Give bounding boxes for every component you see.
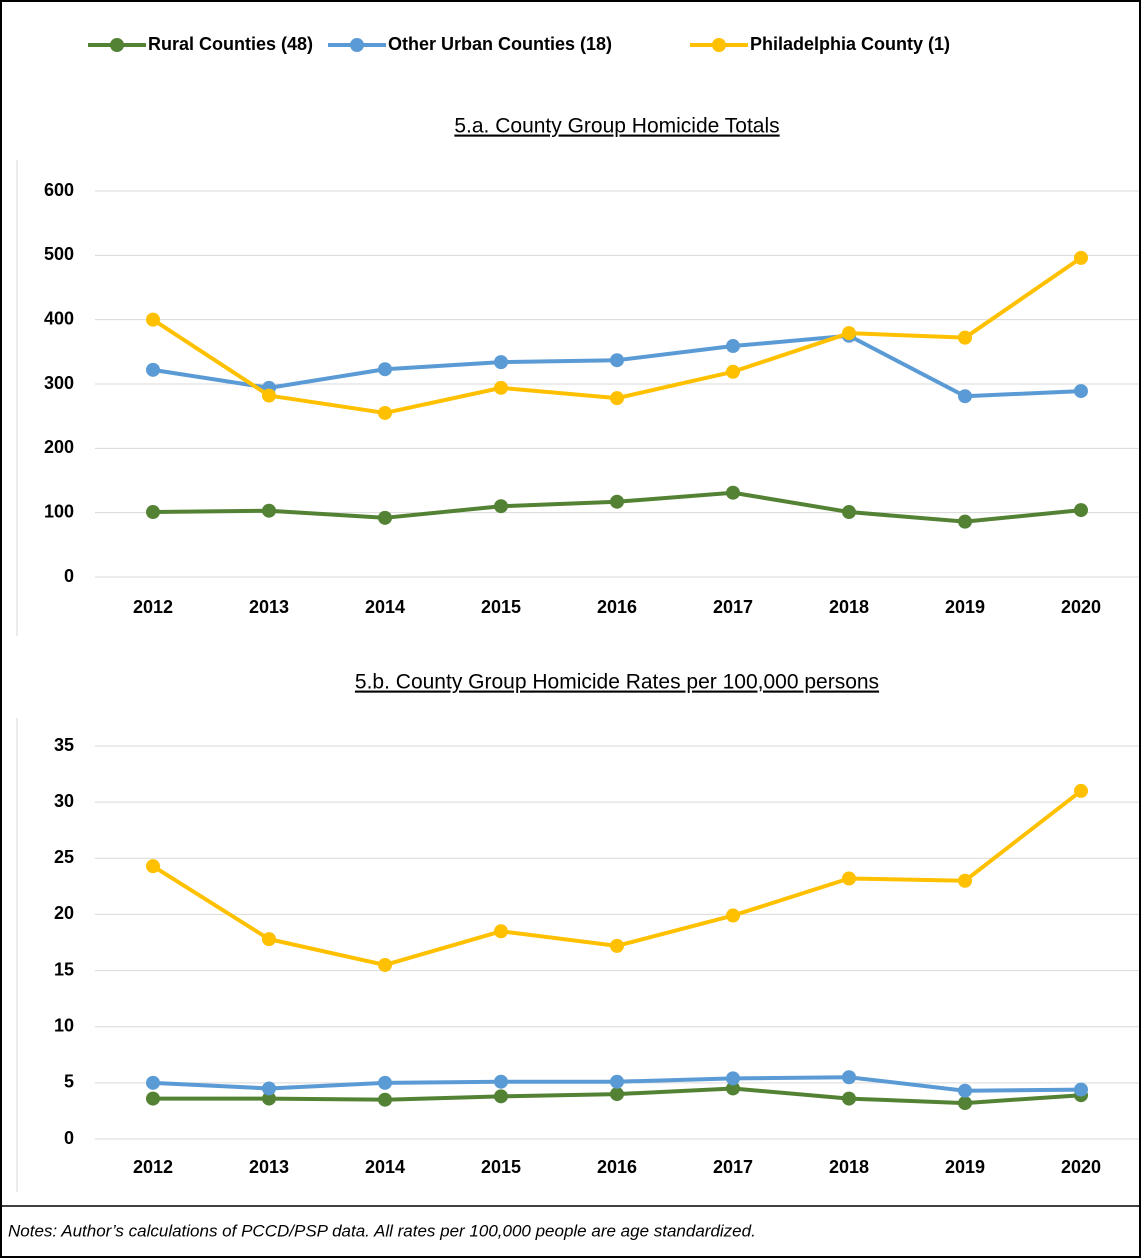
data-point <box>262 932 276 947</box>
data-point <box>958 1083 972 1098</box>
data-point <box>146 859 160 874</box>
data-point <box>958 1096 972 1111</box>
data-point <box>494 499 508 514</box>
x-tick-label: 2013 <box>249 1157 289 1177</box>
data-point <box>958 873 972 888</box>
data-point <box>610 1074 624 1089</box>
data-point <box>958 330 972 345</box>
y-tick-label: 25 <box>54 847 74 867</box>
data-point <box>146 312 160 327</box>
data-point <box>610 391 624 406</box>
x-tick-label: 2019 <box>945 597 985 617</box>
y-tick-label: 0 <box>64 566 74 586</box>
data-point <box>262 503 276 518</box>
data-point <box>378 362 392 377</box>
y-tick-label: 200 <box>44 437 74 457</box>
x-tick-label: 2012 <box>133 597 173 617</box>
legend-marker <box>712 38 726 52</box>
y-tick-label: 10 <box>54 1015 74 1035</box>
legend-label: Philadelphia County (1) <box>750 34 950 54</box>
data-point <box>842 1091 856 1106</box>
data-point <box>726 339 740 354</box>
x-tick-label: 2014 <box>365 1157 405 1177</box>
notes: Notes: Author’s calculations of PCCD/PSP… <box>8 1221 756 1240</box>
data-point <box>494 924 508 939</box>
x-tick-label: 2018 <box>829 1157 869 1177</box>
data-point <box>1074 250 1088 265</box>
data-point <box>842 871 856 886</box>
data-point <box>842 505 856 520</box>
data-point <box>842 326 856 341</box>
legend-label: Rural Counties (48) <box>148 34 313 54</box>
data-point <box>378 405 392 420</box>
y-tick-label: 5 <box>64 1072 74 1092</box>
data-point <box>494 355 508 370</box>
legend-marker <box>350 38 364 52</box>
data-point <box>610 938 624 953</box>
data-point <box>726 1081 740 1096</box>
x-tick-label: 2018 <box>829 597 869 617</box>
y-tick-label: 30 <box>54 791 74 811</box>
series-line <box>151 789 1083 967</box>
y-tick-label: 20 <box>54 903 74 923</box>
x-tick-label: 2013 <box>249 597 289 617</box>
data-point <box>378 1092 392 1107</box>
data-point <box>610 494 624 509</box>
x-tick-label: 2020 <box>1061 1157 1101 1177</box>
x-tick-label: 2017 <box>713 1157 753 1177</box>
x-tick-label: 2012 <box>133 1157 173 1177</box>
chart-title: 5.b. County Group Homicide Rates per 100… <box>355 671 879 694</box>
x-tick-label: 2015 <box>481 597 521 617</box>
x-tick-label: 2016 <box>597 1157 637 1177</box>
data-point <box>610 353 624 368</box>
data-point <box>262 388 276 403</box>
x-tick-label: 2014 <box>365 597 405 617</box>
series-line <box>151 256 1083 415</box>
y-tick-label: 100 <box>44 501 74 521</box>
data-point <box>146 505 160 520</box>
y-tick-label: 35 <box>54 735 74 755</box>
y-tick-label: 600 <box>44 180 74 200</box>
x-tick-label: 2016 <box>597 597 637 617</box>
data-point <box>494 1089 508 1104</box>
data-point <box>726 1071 740 1086</box>
chart-title: 5.a. County Group Homicide Totals <box>454 115 779 138</box>
data-point <box>958 389 972 404</box>
data-point <box>1074 384 1088 399</box>
x-tick-label: 2017 <box>713 597 753 617</box>
data-point <box>842 1070 856 1085</box>
data-point <box>146 362 160 377</box>
data-point <box>262 1081 276 1096</box>
data-point <box>378 957 392 972</box>
y-tick-label: 400 <box>44 308 74 328</box>
data-point <box>262 1091 276 1106</box>
data-point <box>146 1075 160 1090</box>
data-point <box>726 485 740 500</box>
x-tick-label: 2019 <box>945 1157 985 1177</box>
data-point <box>726 908 740 923</box>
y-tick-label: 0 <box>64 1128 74 1148</box>
x-tick-label: 2020 <box>1061 597 1101 617</box>
x-tick-label: 2015 <box>481 1157 521 1177</box>
data-point <box>494 1074 508 1089</box>
data-point <box>958 514 972 529</box>
data-point <box>378 510 392 525</box>
legend-marker <box>110 38 124 52</box>
data-point <box>1074 503 1088 518</box>
data-point <box>494 380 508 395</box>
data-point <box>610 1087 624 1102</box>
y-tick-label: 300 <box>44 373 74 393</box>
data-point <box>1074 1082 1088 1097</box>
data-point <box>726 364 740 379</box>
data-point <box>1074 783 1088 798</box>
data-point <box>378 1075 392 1090</box>
legend-label: Other Urban Counties (18) <box>388 34 612 54</box>
y-tick-label: 500 <box>44 244 74 264</box>
y-tick-label: 15 <box>54 959 74 979</box>
data-point <box>146 1091 160 1106</box>
